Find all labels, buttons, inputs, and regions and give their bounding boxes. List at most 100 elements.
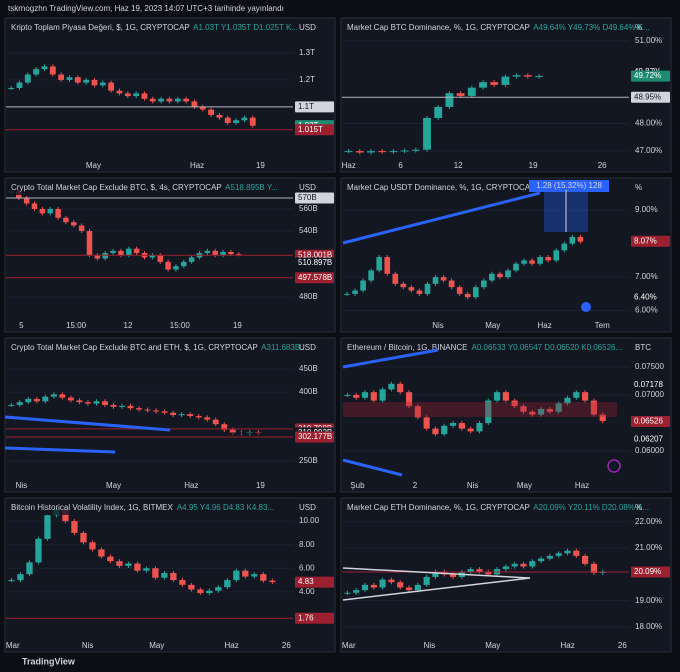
price-tag bbox=[631, 91, 670, 103]
price-tag bbox=[631, 235, 670, 247]
y-tick-label: 560B bbox=[299, 204, 318, 213]
candle bbox=[449, 422, 457, 426]
x-tick-label: Nis bbox=[467, 481, 479, 490]
candle bbox=[178, 414, 185, 416]
ohlc: A518.895B Y... bbox=[225, 183, 278, 192]
x-tick-label: 2 bbox=[413, 481, 418, 490]
candle bbox=[502, 392, 509, 401]
candle bbox=[33, 398, 40, 402]
x-tick-label: 26 bbox=[598, 161, 607, 170]
y-tick-label: 450B bbox=[299, 364, 318, 373]
candle bbox=[47, 208, 53, 214]
candle bbox=[497, 273, 503, 278]
candle bbox=[31, 203, 38, 209]
panel-title: Market Cap BTC Dominance, %, 1G, CRYPTOC… bbox=[347, 23, 650, 32]
price-tag bbox=[295, 576, 334, 588]
candle bbox=[78, 225, 85, 232]
candle bbox=[599, 414, 606, 422]
candle bbox=[98, 549, 105, 557]
candle bbox=[355, 151, 364, 153]
ohlc: A4.95 Y4.96 D4.83 K4.83... bbox=[177, 503, 274, 512]
candle bbox=[423, 417, 430, 429]
candle bbox=[50, 394, 57, 397]
ohlc: A311.683B... bbox=[261, 343, 307, 352]
candle bbox=[376, 257, 383, 271]
candle bbox=[110, 250, 116, 254]
candle bbox=[485, 571, 492, 575]
candle bbox=[408, 287, 415, 291]
candle bbox=[229, 429, 236, 433]
candle bbox=[370, 392, 377, 401]
trend-line bbox=[342, 348, 439, 369]
title-bg bbox=[343, 21, 627, 35]
candle bbox=[520, 406, 527, 412]
candle bbox=[188, 257, 195, 262]
candle bbox=[448, 280, 455, 288]
candle bbox=[511, 400, 518, 407]
candle bbox=[49, 66, 56, 75]
panel-title: Market Cap ETH Dominance, %, 1G, CRYPTOC… bbox=[347, 503, 649, 512]
candle bbox=[170, 573, 177, 581]
candle bbox=[521, 260, 527, 264]
title-text: Market Cap ETH Dominance, %, 1G, CRYPTOC… bbox=[347, 503, 530, 512]
price-tag-label: 0.06526 bbox=[634, 417, 663, 426]
y-tick-label: 9.00% bbox=[635, 205, 658, 214]
x-tick-label: May bbox=[106, 481, 121, 490]
candle bbox=[379, 579, 386, 588]
candle bbox=[440, 277, 447, 281]
candle bbox=[344, 293, 350, 295]
candle bbox=[384, 257, 391, 274]
price-tag-label: 518.001B bbox=[298, 250, 332, 259]
candle bbox=[116, 90, 123, 94]
x-tick-label: Nis bbox=[424, 641, 436, 650]
x-tick-label: 12 bbox=[454, 161, 463, 170]
candle bbox=[157, 255, 163, 262]
candle bbox=[441, 425, 448, 435]
candle bbox=[599, 571, 606, 574]
x-tick-label: May bbox=[485, 641, 500, 650]
candle bbox=[44, 515, 51, 539]
candle bbox=[181, 261, 187, 267]
price-tag-label: 8.07% bbox=[634, 236, 657, 245]
panel bbox=[340, 17, 672, 173]
candle bbox=[86, 231, 93, 256]
axis-unit: USD bbox=[299, 343, 316, 352]
candle bbox=[529, 260, 535, 264]
candle bbox=[204, 250, 211, 254]
x-tick-label: Haz bbox=[225, 641, 239, 650]
price-tag-label: 570B bbox=[298, 193, 317, 202]
candle bbox=[195, 415, 202, 418]
candle bbox=[535, 76, 543, 78]
candle bbox=[118, 250, 124, 256]
y-tick-label: 6.00% bbox=[635, 306, 658, 315]
candle bbox=[83, 79, 90, 83]
candle bbox=[538, 408, 545, 415]
axis-unit: USD bbox=[299, 23, 316, 32]
candle bbox=[107, 556, 114, 562]
candle bbox=[183, 98, 190, 102]
panel-title: Kripto Toplam Piyasa Değeri, $, 1G, CRYP… bbox=[11, 23, 298, 32]
title-bg bbox=[343, 341, 627, 355]
candle bbox=[204, 417, 211, 420]
candle bbox=[423, 576, 430, 585]
price-tag-label: 510.897B bbox=[298, 258, 332, 267]
x-tick-label: Şub bbox=[350, 481, 365, 490]
y-tick-label: 19.00% bbox=[635, 596, 662, 605]
candle bbox=[39, 208, 46, 214]
price-tag bbox=[295, 257, 334, 269]
price-tag-label: 0.07178 bbox=[634, 380, 663, 389]
y-tick-label: 7.00% bbox=[635, 272, 658, 281]
candle bbox=[405, 392, 413, 407]
price-tag bbox=[295, 124, 334, 136]
candle bbox=[490, 82, 499, 85]
candle bbox=[42, 396, 49, 402]
candle bbox=[197, 589, 204, 594]
candle bbox=[212, 419, 219, 425]
candle bbox=[149, 255, 156, 258]
candle bbox=[529, 411, 536, 415]
candle bbox=[66, 77, 73, 80]
candle bbox=[158, 98, 165, 102]
candle bbox=[564, 397, 571, 404]
y-tick-label: 6.00 bbox=[299, 563, 315, 572]
x-tick-label: 6 bbox=[398, 161, 403, 170]
